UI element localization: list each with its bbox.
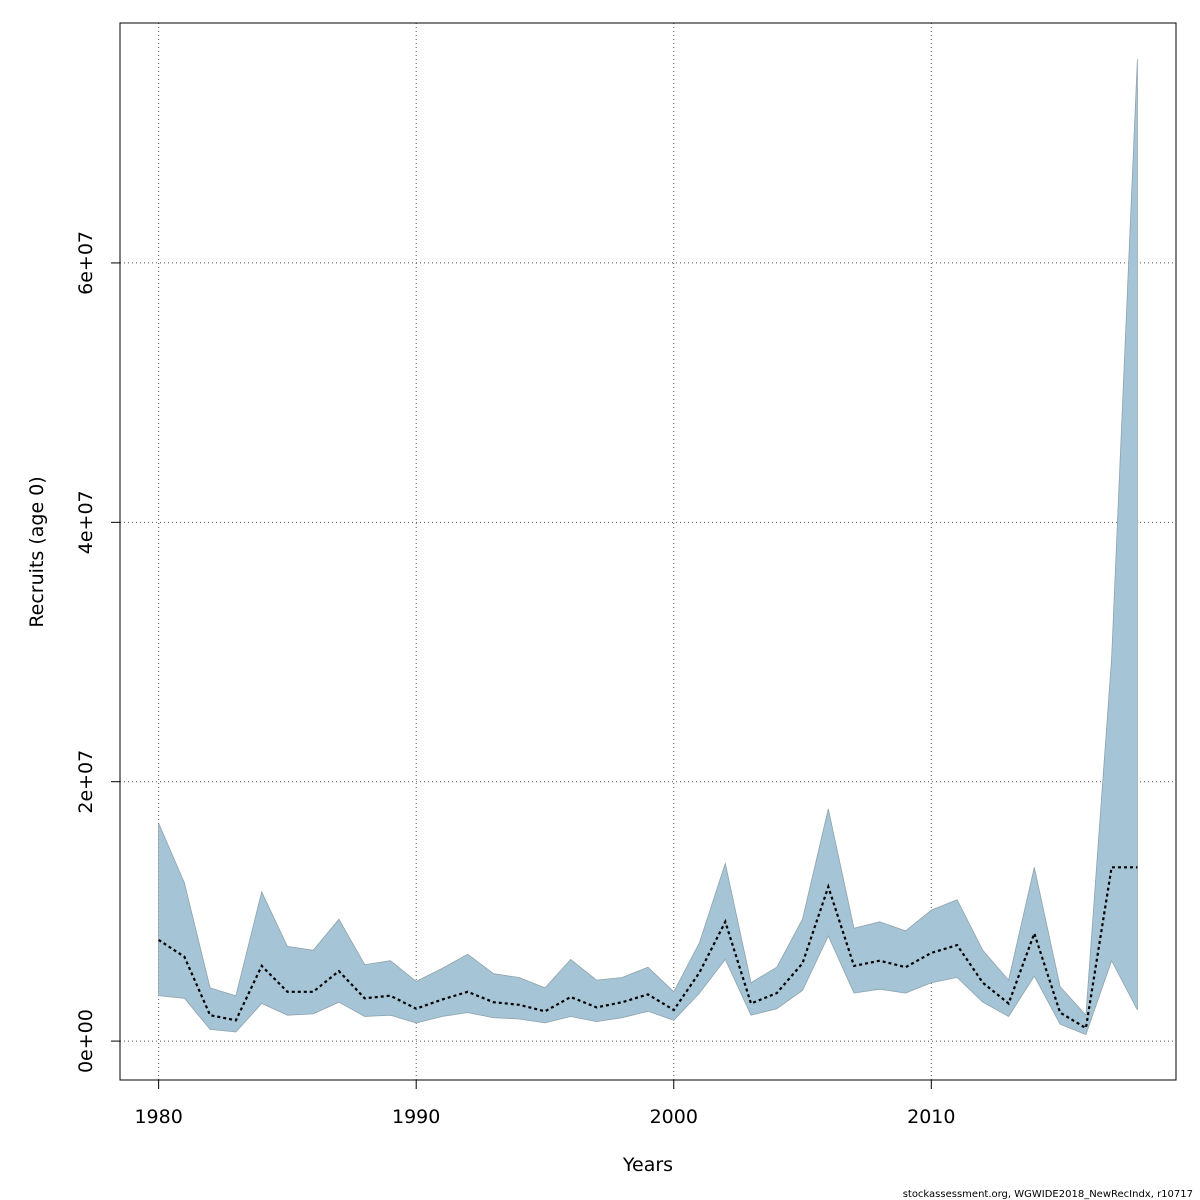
y-axis-title: Recruits (age 0)	[26, 476, 48, 627]
x-axis: 1980 1990 2000 2010	[134, 1079, 955, 1128]
x-tick-label: 1980	[134, 1106, 182, 1128]
source-caption: stockassessment.org, WGWIDE2018_NewRecIn…	[903, 1189, 1193, 1200]
x-tick-label: 2010	[907, 1106, 955, 1128]
median-line	[157, 866, 1138, 1030]
y-axis: 0e+00 2e+07 4e+07 6e+07	[75, 231, 121, 1073]
y-tick-label: 4e+07	[75, 490, 97, 554]
x-tick-label: 2000	[650, 1106, 698, 1128]
x-axis-title: Years	[622, 1154, 673, 1176]
y-tick-label: 0e+00	[75, 1009, 97, 1073]
confidence-band-layer	[158, 59, 1138, 1036]
x-tick-label: 1990	[392, 1106, 440, 1128]
grid-lines	[120, 23, 1176, 1080]
confidence-band	[158, 59, 1138, 1036]
median-line-layer	[157, 866, 1138, 1030]
y-tick-label: 6e+07	[75, 231, 97, 295]
y-tick-label: 2e+07	[75, 750, 97, 814]
